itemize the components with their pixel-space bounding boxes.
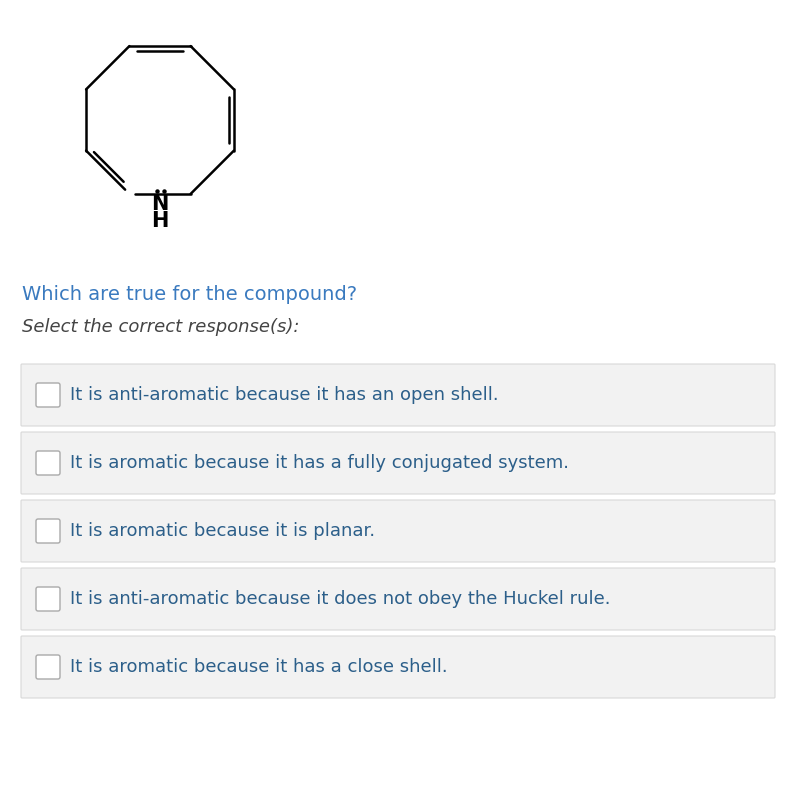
Text: It is aromatic because it has a close shell.: It is aromatic because it has a close sh…: [70, 658, 447, 676]
Text: It is anti-aromatic because it does not obey the Huckel rule.: It is anti-aromatic because it does not …: [70, 590, 611, 608]
FancyBboxPatch shape: [21, 636, 775, 698]
Text: N: N: [151, 194, 169, 214]
Text: It is anti-aromatic because it has an open shell.: It is anti-aromatic because it has an op…: [70, 386, 498, 404]
FancyBboxPatch shape: [36, 383, 60, 407]
FancyBboxPatch shape: [21, 500, 775, 562]
Text: Which are true for the compound?: Which are true for the compound?: [22, 285, 357, 304]
Text: It is aromatic because it has a fully conjugated system.: It is aromatic because it has a fully co…: [70, 454, 569, 472]
FancyBboxPatch shape: [21, 432, 775, 494]
Text: H: H: [151, 211, 169, 231]
FancyBboxPatch shape: [21, 568, 775, 630]
FancyBboxPatch shape: [21, 364, 775, 426]
FancyBboxPatch shape: [36, 451, 60, 475]
Text: Select the correct response(s):: Select the correct response(s):: [22, 318, 299, 336]
Text: It is aromatic because it is planar.: It is aromatic because it is planar.: [70, 522, 375, 540]
FancyBboxPatch shape: [36, 519, 60, 543]
FancyBboxPatch shape: [36, 655, 60, 679]
FancyBboxPatch shape: [36, 587, 60, 611]
